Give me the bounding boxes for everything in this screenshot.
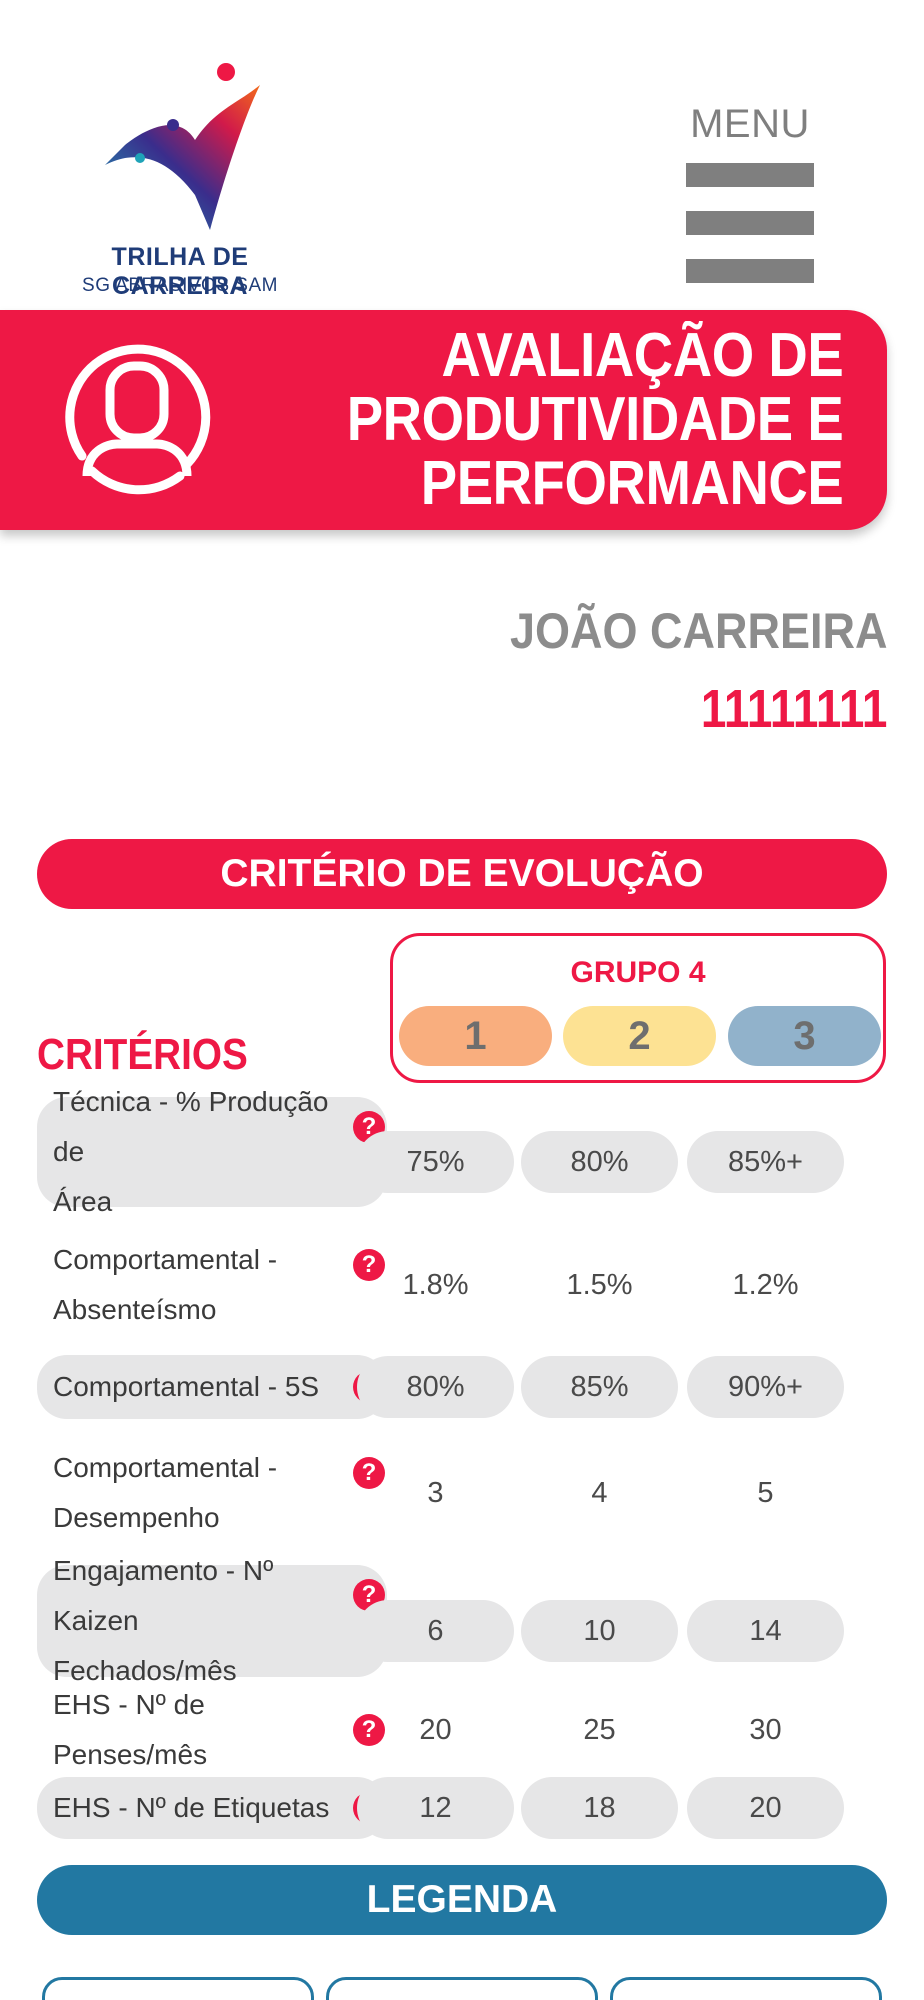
level-pill-2: 2	[563, 1006, 716, 1066]
level-value-cell: 18	[521, 1777, 678, 1839]
criterion-label-line: EHS - Nº de Penses/mês	[53, 1689, 208, 1770]
criterion-label: Técnica - % Produção de Área	[37, 1086, 387, 1217]
page-title: AVALIAÇÃO DE PRODUTIVIDADE E PERFORMANCE	[346, 324, 843, 516]
page-title-line: PERFORMANCE	[420, 449, 843, 518]
legend-box	[42, 1977, 314, 2000]
level-value-cell: 80%	[357, 1356, 514, 1418]
level-value-cell: 85%+	[687, 1131, 844, 1193]
page-title-line: PRODUTIVIDADE E	[346, 385, 843, 454]
menu-label: MENU	[690, 102, 810, 146]
logo-mark-icon	[105, 63, 260, 230]
logo-subtitle: SG ABRASIVOS SAM	[82, 275, 278, 296]
level-value-cell: 6	[357, 1600, 514, 1662]
criterio-section-header: CRITÉRIO DE EVOLUÇÃO	[37, 839, 887, 909]
level-value-cell: 25	[583, 1713, 616, 1746]
criterion-label-line: Comportamental - 5S	[53, 1371, 320, 1402]
criterion-label: EHS - Nº de Etiquetas	[37, 1777, 387, 1839]
question-circle-icon[interactable]: ?	[353, 1457, 385, 1489]
logo-title: TRILHA DE CARREIRA	[111, 243, 249, 300]
criterion-label: Comportamental - Absenteísmo	[37, 1235, 387, 1335]
criterion-label-line: Área	[53, 1186, 113, 1217]
level-value-cell: 4	[591, 1476, 608, 1509]
criterion-label: Comportamental - 5S	[37, 1355, 387, 1419]
table-row: Técnica - % Produção de Área? 75% 80% 85%+	[37, 1086, 887, 1217]
level-value-cell: 14	[687, 1600, 844, 1662]
level-value-cell: 80%	[521, 1131, 678, 1193]
criterion-label-line: EHS - Nº de Etiquetas	[53, 1792, 330, 1823]
table-row: Comportamental - Desempenho? 3 4 5	[37, 1443, 887, 1543]
criterion-label-line: Comportamental -	[53, 1452, 278, 1483]
level-value-cell: 1.5%	[566, 1268, 633, 1301]
level-pill-3: 3	[728, 1006, 881, 1066]
table-row: Comportamental - Absenteísmo? 1.8% 1.5% 1.2%	[37, 1235, 887, 1335]
table-row: Comportamental - 5S?80%85%90%+	[37, 1355, 887, 1419]
menu-button[interactable]: MENU	[686, 100, 814, 285]
employee-name: JOÃO CARREIRA	[509, 603, 887, 659]
question-circle-icon[interactable]: ?	[353, 1714, 385, 1746]
criterion-label: Comportamental - Desempenho	[37, 1443, 387, 1543]
level-value-cell: 85%	[521, 1356, 678, 1418]
criterion-label: Engajamento - Nº Kaizen Fechados/mês	[37, 1555, 387, 1686]
employee-id: 11111111	[700, 679, 887, 739]
level-value-cell: 12	[357, 1777, 514, 1839]
page-banner: AVALIAÇÃO DE PRODUTIVIDADE E PERFORMANCE	[0, 310, 887, 530]
level-value-cell: 20	[687, 1777, 844, 1839]
brand-logo[interactable]: TRILHA DE CARREIRA SG ABRASIVOS SAM	[55, 55, 305, 300]
group-title: GRUPO 4	[570, 956, 706, 989]
page-title-line: AVALIAÇÃO DE	[441, 321, 843, 390]
level-value-cell: 30	[749, 1713, 782, 1746]
level-value-cell: 75%	[357, 1131, 514, 1193]
level-value-cell: 1.8%	[402, 1268, 469, 1301]
question-circle-icon[interactable]: ?	[353, 1249, 385, 1281]
criterion-label-line: Técnica - % Produção de	[53, 1086, 329, 1167]
table-row: Engajamento - Nº Kaizen Fechados/mês? 6 10 1…	[37, 1555, 887, 1686]
criterion-label-line: Fechados/mês	[53, 1655, 237, 1686]
criterion-label-line: Comportamental -	[53, 1244, 278, 1275]
criterion-label-line: Engajamento - Nº Kaizen	[53, 1555, 274, 1636]
level-value-cell: 5	[757, 1476, 774, 1509]
legenda-section-header: LEGENDA	[37, 1865, 887, 1935]
level-value-cell: 1.2%	[732, 1268, 799, 1301]
criterios-title: CRITÉRIOS	[37, 1030, 248, 1079]
group-box: GRUPO 4 1 2 3	[390, 933, 886, 1083]
criterion-label-line: Absenteísmo	[53, 1294, 217, 1325]
table-row: EHS - Nº de Penses/mês? 20 25 30	[37, 1689, 887, 1770]
criterion-label: EHS - Nº de Penses/mês	[37, 1689, 387, 1770]
level-value-cell: 3	[427, 1476, 444, 1509]
legend-box	[326, 1977, 598, 2000]
level-value-cell: 20	[419, 1713, 452, 1746]
level-value-cell: 90%+	[687, 1356, 844, 1418]
criterion-label-line: Desempenho	[53, 1502, 220, 1533]
level-value-cell: 10	[521, 1600, 678, 1662]
level-pill-1: 1	[399, 1006, 552, 1066]
legend-box	[610, 1977, 882, 2000]
user-circle-icon	[65, 344, 211, 495]
